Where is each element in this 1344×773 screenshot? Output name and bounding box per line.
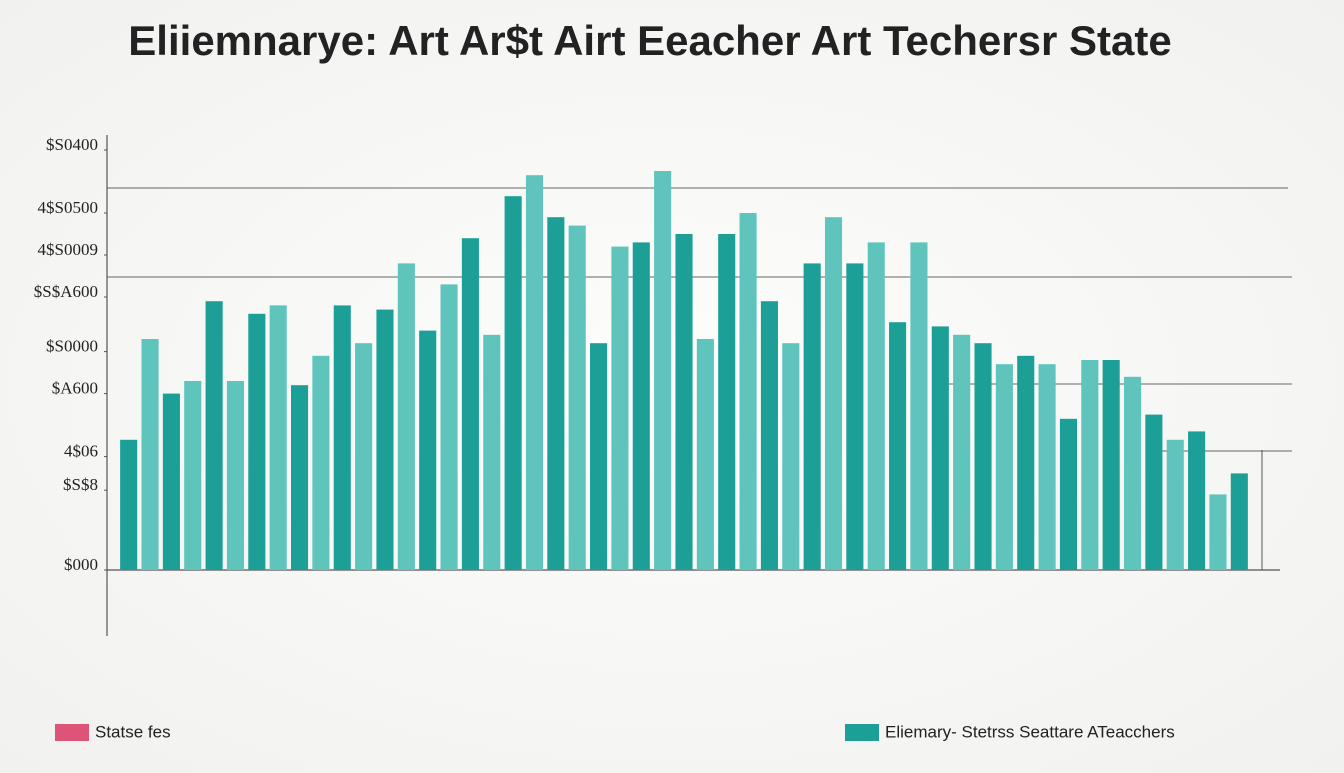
bar	[846, 263, 864, 570]
bar	[675, 234, 693, 570]
bar	[525, 175, 544, 570]
bar	[162, 393, 180, 570]
bar	[226, 381, 245, 570]
legend-label: Statse fes	[95, 722, 171, 741]
bar	[376, 309, 394, 570]
bar	[611, 246, 629, 570]
y-tick-label: $S$A600	[34, 282, 98, 301]
bar	[504, 196, 522, 570]
bar	[739, 213, 757, 570]
bar	[760, 301, 778, 570]
bar	[1123, 376, 1142, 570]
bar	[312, 355, 330, 570]
bar	[889, 322, 907, 570]
bar	[461, 238, 479, 570]
bar	[141, 339, 159, 570]
bar	[397, 263, 415, 570]
bar	[696, 339, 714, 570]
y-tick-label: $A600	[52, 379, 98, 398]
bar	[718, 234, 736, 570]
bar	[782, 343, 800, 570]
bar	[269, 305, 287, 570]
bar	[1081, 360, 1099, 570]
bar	[1059, 418, 1077, 570]
bar	[953, 334, 971, 570]
bar	[440, 284, 458, 570]
bar	[333, 305, 351, 570]
bar	[1102, 360, 1120, 570]
bar	[419, 330, 437, 570]
bar	[974, 343, 992, 570]
bar	[568, 225, 586, 570]
bar	[1166, 439, 1184, 570]
y-tick-label: $S0000	[46, 337, 98, 356]
bar	[1145, 414, 1163, 570]
bar	[803, 263, 821, 570]
bar	[483, 334, 501, 570]
bar	[547, 217, 565, 570]
y-tick-label: $000	[64, 555, 98, 574]
y-tick-label: $S$8	[63, 475, 98, 494]
bar	[1230, 473, 1248, 570]
bar	[1038, 364, 1056, 570]
chart-title: Eliiemnarye: Art Ar$t Airt Eeacher Art T…	[128, 17, 1171, 64]
bar	[291, 385, 309, 570]
y-tick-label: $S0400	[46, 135, 98, 154]
bar	[654, 171, 672, 570]
bar	[632, 242, 650, 570]
legend-swatch	[845, 724, 879, 741]
bar	[824, 217, 843, 570]
legend-label: Eliemary- Stetrss Seattare ATeacchers	[885, 722, 1175, 741]
legend-swatch	[55, 724, 89, 741]
bar	[205, 301, 223, 570]
bar	[1017, 355, 1035, 570]
bar	[1188, 431, 1206, 570]
bar	[995, 364, 1013, 570]
bar	[867, 242, 885, 570]
y-tick-label: 4$S0009	[38, 240, 98, 259]
bar	[248, 313, 266, 570]
bar	[1209, 494, 1227, 570]
bar	[355, 343, 373, 570]
bar	[910, 242, 928, 570]
bar	[184, 381, 202, 570]
bar	[590, 343, 608, 570]
y-tick-label: 4$06	[64, 442, 98, 461]
bar	[120, 439, 138, 570]
y-tick-label: 4$S0500	[38, 198, 98, 217]
bar	[931, 326, 949, 570]
